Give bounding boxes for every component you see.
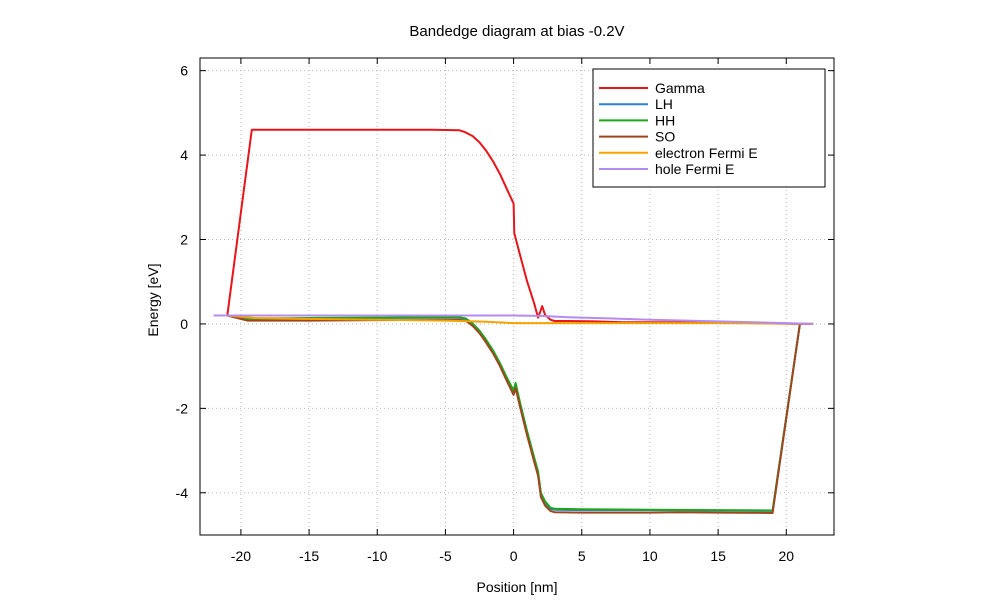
x-tick-label: 10: [642, 548, 658, 564]
y-tick-label: 0: [180, 316, 188, 332]
legend-label-electron-fermi-e: electron Fermi E: [655, 145, 758, 161]
x-tick-label: -15: [299, 548, 319, 564]
x-tick-label: 0: [510, 548, 518, 564]
x-tick-label: 5: [578, 548, 586, 564]
legend-label-lh: LH: [655, 96, 673, 112]
x-tick-label: 20: [778, 548, 794, 564]
series-line-hh: [213, 314, 801, 512]
series-layer: [213, 128, 814, 514]
series-line-lh: [213, 314, 801, 512]
plot-frame: [199, 57, 835, 536]
legend-label-hole-fermi-e: hole Fermi E: [655, 161, 734, 177]
x-axis-title: Position [nm]: [477, 579, 558, 595]
y-tick-label: 2: [180, 232, 188, 248]
series-line-so: [213, 314, 801, 514]
x-tick-label: 15: [710, 548, 726, 564]
legend-label-gamma: Gamma: [655, 80, 705, 96]
y-tick-label: -2: [176, 400, 189, 416]
legend-label-hh: HH: [655, 112, 675, 128]
y-tick-label: -4: [176, 485, 189, 501]
series-line-gamma: [213, 128, 814, 325]
y-tick-label: 4: [180, 147, 188, 163]
legend-label-so: SO: [655, 129, 675, 145]
y-axis-title: Energy [eV]: [145, 263, 161, 336]
x-tick-label: -5: [439, 548, 452, 564]
x-tick-label: -20: [231, 548, 251, 564]
series-line-hole-fermi-e: [213, 314, 814, 325]
chart-title: Bandedge diagram at bias -0.2V: [409, 23, 624, 40]
series-line-electron-fermi-e: [213, 314, 814, 325]
y-tick-label: 6: [180, 63, 188, 79]
x-tick-label: -10: [367, 548, 387, 564]
